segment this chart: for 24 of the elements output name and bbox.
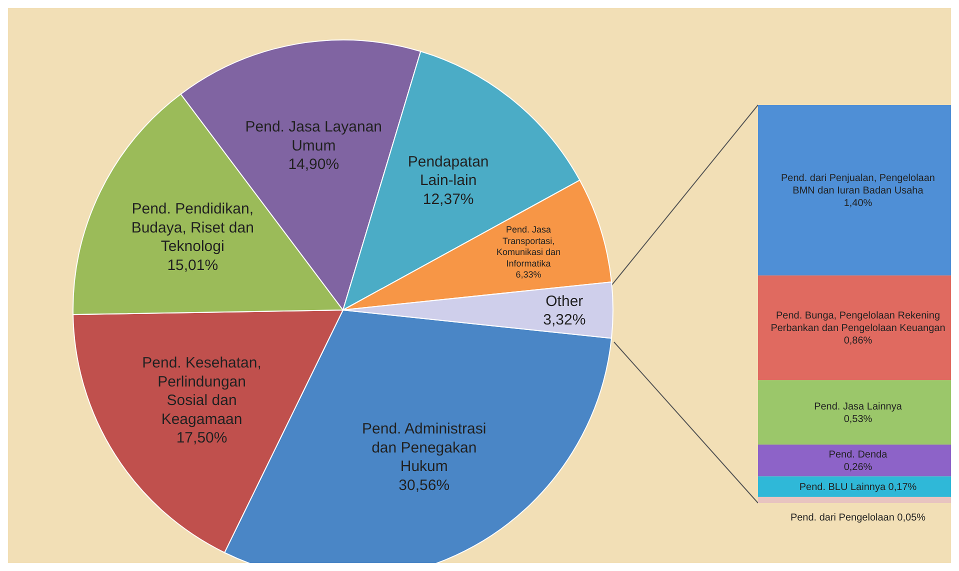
slice-label: Pend. Kesehatan, Perlindungan Sosial dan Keagamaan	[142, 354, 262, 428]
slice-label: Pend. Jasa Transportasi, Komunikasi dan Informatika	[496, 224, 561, 268]
text: Pend. BLU Lainnya 0,17%	[799, 482, 917, 494]
data-label: 0,26%	[844, 462, 872, 474]
slice-label: Pend. Administrasi dan Penegakan Hukum	[362, 420, 486, 476]
slice-label: Pendapatan Lain-lain	[408, 153, 489, 190]
slice-label: Pend. Pendidikan, Budaya, Riset dan Teknologi	[131, 200, 254, 256]
data-label: 1,40%	[844, 198, 872, 210]
data-label: 17,50%	[176, 430, 228, 447]
data-label: 0,53%	[844, 414, 872, 426]
series-label: Pend. Bunga, Pengelolaan Rekening Perbankan dan Pengelolaan Keuangan	[770, 310, 946, 334]
series-label: Pend. Jasa Lainnya	[814, 402, 902, 413]
data-label: 15,01%	[167, 256, 218, 274]
data-label: 14,90%	[288, 156, 340, 174]
series-label: Pend. Denda	[828, 450, 888, 461]
data-label: 30,56%	[398, 476, 450, 494]
data-label: 3,32%	[543, 312, 586, 329]
slice-label: Pend. Jasa Layanan Umum	[245, 118, 382, 154]
text: Pend. dari Pengelolaan 0,05%	[790, 512, 926, 524]
slice-label: Other	[546, 292, 584, 310]
data-label: 6,33%	[516, 270, 542, 280]
series-label: Pend. dari Penjualan, Pengelolaan BMN dan Iuran Badan Usaha	[780, 173, 936, 197]
data-label: 12,37%	[422, 190, 474, 208]
data-label: 0,86%	[844, 336, 872, 347]
